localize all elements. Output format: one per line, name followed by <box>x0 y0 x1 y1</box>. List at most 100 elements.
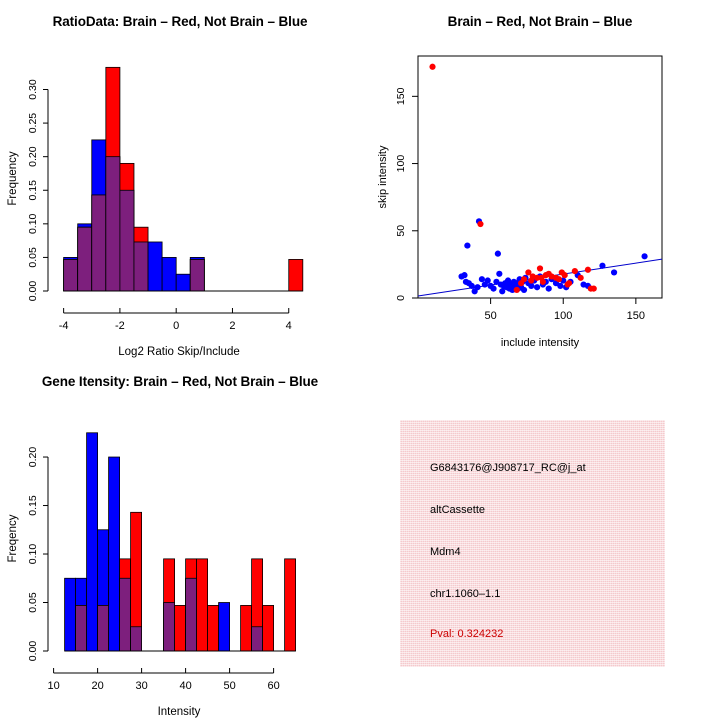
scatter-point <box>533 284 541 291</box>
hist-bar-overlap <box>97 605 109 652</box>
scatter-point <box>590 285 597 292</box>
panel-intensity-scatter: Brain – Red, Not Brain – Blue 0 50 100 150 s… <box>360 0 720 360</box>
x-tick-label: -2 <box>115 320 125 332</box>
hist-bar-overlap <box>251 626 264 652</box>
hist-bar-overlap <box>133 241 149 292</box>
hist-bar-overlap <box>75 605 87 652</box>
probe-id-label: G6843176@J908717_RC@j_at <box>430 462 586 474</box>
scatter-point <box>461 272 468 279</box>
y-tick-label: 50 <box>395 225 407 237</box>
gene-name-label: Mdm4 <box>430 546 461 558</box>
hist-bar-blue <box>161 257 177 292</box>
hist-bar-blue <box>64 577 76 652</box>
hist-bar-red <box>262 605 275 652</box>
x-axis-title: include intensity <box>501 337 580 349</box>
plot-frame <box>417 55 663 299</box>
y-axis-title: Freqency <box>7 514 19 562</box>
ratio-histogram-title: RatioData: Brain – Red, Not Brain – Blue <box>52 14 308 29</box>
hist-bar-overlap <box>105 156 121 292</box>
x-tick-label: 30 <box>135 680 147 692</box>
y-tick-label: 0.15 <box>27 180 39 201</box>
hist-bar-red <box>174 605 187 652</box>
y-tick-label: 0.00 <box>27 281 39 302</box>
scatter-point <box>557 282 564 289</box>
scatter-point <box>484 277 491 284</box>
panel-gene-histogram: Gene Itensity: Brain – Red, Not Brain – … <box>0 360 360 720</box>
y-tick-label: 0.05 <box>27 592 39 613</box>
ratio-histogram-svg: 0.00 0.05 0.10 0.15 0.20 0.25 0.30 Frequency -4 -… <box>7 66 304 358</box>
scatter-point <box>561 272 568 279</box>
pval-label: Pval: 0.324232 <box>430 628 504 640</box>
gene-histogram-title: Gene Itensity: Brain – Red, Not Brain – … <box>41 374 319 389</box>
y-tick-label: 0.10 <box>27 213 39 234</box>
intensity-scatter-svg: 0 50 100 150 skip intensity 50 100 150 include i… <box>377 55 663 349</box>
hist-bar-overlap <box>119 189 135 292</box>
scatter-point <box>499 288 506 295</box>
scatter-point <box>464 242 471 249</box>
scatter-point <box>577 274 584 281</box>
hist-bar-overlap <box>185 577 198 652</box>
hist-bar-blue <box>147 241 163 292</box>
x-axis-title: Log2 Ratio Skip/Include <box>118 346 239 358</box>
scatter-point <box>555 276 562 283</box>
hist-bar-blue <box>86 432 98 652</box>
x-tick-label: 60 <box>267 680 279 692</box>
scatter-point <box>496 270 503 277</box>
x-tick-label: 150 <box>627 310 645 322</box>
hist-bar-overlap <box>77 226 93 292</box>
panel-ratio-histogram: RatioData: Brain – Red, Not Brain – Blue… <box>0 0 360 360</box>
panel-info: G6843176@J908717_RC@j_at altCassette Mdm… <box>360 360 720 720</box>
x-tick-label: 20 <box>91 680 103 692</box>
scatter-point <box>494 250 501 257</box>
scatter-point <box>520 276 528 283</box>
hist-bar-overlap <box>119 577 131 652</box>
x-tick-label: 50 <box>484 310 496 322</box>
scatter-point <box>474 284 481 291</box>
scatter-point <box>599 262 606 269</box>
y-tick-label: 0.10 <box>27 544 39 565</box>
hist-bar-blue <box>218 602 231 652</box>
x-tick-label: 100 <box>554 310 572 322</box>
y-tick-label: 0.20 <box>27 146 39 167</box>
y-tick-label: 100 <box>395 155 407 173</box>
scatter-point <box>538 274 545 281</box>
x-axis-title: Intensity <box>158 706 201 718</box>
scatter-point <box>490 285 497 292</box>
x-tick-label: -4 <box>59 320 69 332</box>
hist-bar-overlap <box>130 626 143 652</box>
x-tick-label: 0 <box>173 320 179 332</box>
y-tick-label: 0.30 <box>27 79 39 100</box>
hist-bar-blue <box>175 273 191 292</box>
hist-bar-red <box>288 259 304 292</box>
hist-bar-red <box>240 605 253 652</box>
scatter-point <box>525 269 532 276</box>
scatter-point <box>477 220 484 228</box>
y-tick-label: 0.25 <box>27 113 39 134</box>
y-tick-label: 150 <box>395 87 407 105</box>
scatter-point <box>513 286 520 294</box>
scatter-point <box>468 282 475 289</box>
event-type-label: altCassette <box>430 504 486 516</box>
x-tick-label: 2 <box>229 320 235 332</box>
x-tick-label: 4 <box>286 320 292 332</box>
x-tick-label: 40 <box>179 680 191 692</box>
scatter-title: Brain – Red, Not Brain – Blue <box>447 14 633 29</box>
scatter-point <box>584 266 592 273</box>
info-card: G6843176@J908717_RC@j_at altCassette Mdm… <box>400 420 665 667</box>
hist-bar-blue <box>108 456 120 652</box>
hist-bar-red <box>284 558 297 652</box>
y-tick-label: 0.15 <box>27 495 39 516</box>
hist-bar-overlap <box>91 194 107 292</box>
y-axis-title: skip intensity <box>377 145 389 208</box>
scatter-point <box>610 269 618 276</box>
x-tick-label: 50 <box>223 680 235 692</box>
scatter-point <box>571 268 578 275</box>
hist-bar-red <box>196 558 209 652</box>
locus-label: chr1.1060–1.1 <box>430 588 501 600</box>
scatter-point <box>545 285 552 292</box>
y-tick-label: 0 <box>395 295 407 301</box>
x-tick-label: 10 <box>47 680 59 692</box>
plot-area: 0 50 100 150 skip intensity 50 100 150 include i… <box>377 55 663 349</box>
gene-histogram-svg: 0.00 0.05 0.10 0.15 0.20 Freqency 10 20 30 40 50 60… <box>7 432 297 718</box>
